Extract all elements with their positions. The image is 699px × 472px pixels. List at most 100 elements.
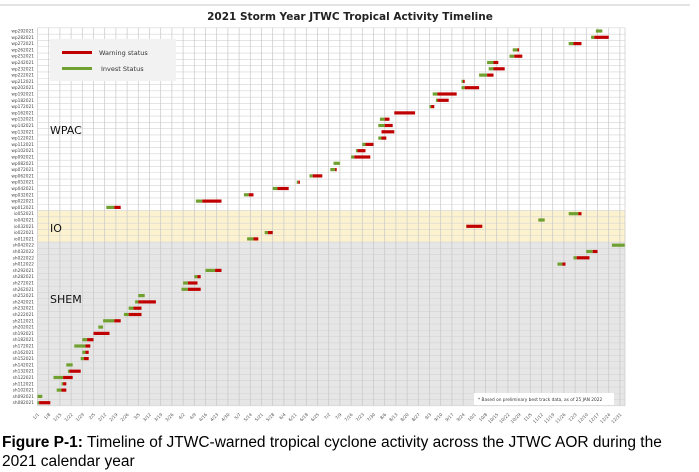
warning-bar-io052021 — [578, 212, 582, 216]
storm-id-label: sh292021 — [13, 268, 35, 274]
warning-bar-wp192021 — [437, 92, 457, 96]
storm-id-label: io032021 — [14, 224, 34, 230]
storm-id-label: sh102021 — [13, 388, 35, 394]
invest-bar-sh252021 — [138, 294, 145, 298]
warning-bar-wp112021 — [365, 142, 374, 146]
x-tick-label: 3/5 — [133, 412, 142, 421]
invest-bar-wp202021 — [461, 86, 465, 90]
storm-id-label: sh172021 — [13, 344, 35, 350]
x-tick-label: 5/14 — [243, 412, 254, 423]
warning-bar-wp072021 — [335, 168, 337, 172]
invest-bar-wp082021 — [333, 161, 340, 165]
legend: Warning status Invest Status — [50, 39, 176, 81]
storm-id-label: wp042021 — [11, 186, 34, 192]
invest-bar-sh292021 — [205, 268, 216, 272]
x-tick-label: 2/12 — [97, 412, 108, 423]
storm-id-label: wp122021 — [11, 136, 34, 142]
x-tick-label: 11/12 — [532, 412, 545, 425]
invest-bar-sh282021 — [194, 275, 198, 279]
warning-bar-sh212021 — [114, 319, 121, 323]
legend-warning-swatch — [62, 51, 92, 54]
warning-bar-sh222021 — [128, 312, 142, 317]
invest-bar-sh222021 — [123, 312, 129, 317]
storm-id-label: wp242021 — [11, 60, 34, 66]
figure-caption: Figure P-1: Timeline of JTWC-warned trop… — [2, 433, 699, 471]
warning-bar-wp252021 — [514, 54, 523, 58]
invest-bar-wp232021 — [488, 67, 494, 71]
x-tick-label: 12/24 — [599, 412, 612, 425]
invest-bar-wp252021 — [509, 54, 515, 58]
warning-bar-wp212021 — [463, 79, 465, 83]
warning-bar-io032021 — [466, 224, 483, 228]
storm-id-label: wp182021 — [11, 98, 34, 104]
x-tick-label: 3/19 — [153, 412, 164, 423]
legend-warning-label: Warning status — [99, 49, 148, 57]
grid-lines — [37, 27, 626, 407]
warning-bar-io012021 — [253, 237, 259, 241]
warning-bar-wp102021 — [357, 149, 366, 153]
storm-id-label: wp082021 — [11, 161, 34, 167]
x-tick-label: 11/5 — [523, 412, 534, 423]
x-tick-label: 6/25 — [310, 412, 321, 423]
invest-bar-sh082021 — [37, 401, 40, 405]
x-tick-label: 2/5 — [88, 412, 97, 421]
warning-bar-sh112021 — [63, 382, 67, 386]
invest-bar-io052021 — [568, 212, 579, 216]
warning-bar-io022021 — [267, 231, 273, 235]
x-tick-label: 7/16 — [343, 412, 354, 423]
invest-bar-wp112021 — [362, 142, 366, 146]
storm-id-label: sh252021 — [13, 293, 35, 299]
x-tick-label: 8/13 — [388, 412, 399, 423]
invest-bar-wp062021 — [309, 174, 313, 178]
invest-bar-wp072021 — [330, 168, 336, 172]
x-tick-label: 12/3 — [567, 412, 578, 423]
storm-id-label: wp282021 — [11, 35, 34, 41]
storm-id-label: wp252021 — [11, 54, 34, 60]
warning-bar-wp242021 — [493, 60, 499, 65]
invest-bar-wp032021 — [243, 193, 249, 197]
invest-bar-sh092021 — [37, 394, 43, 398]
x-tick-label: 4/16 — [198, 412, 209, 423]
legend-invest-label: Invest Status — [101, 65, 144, 73]
invest-bar-sh142021 — [66, 363, 73, 367]
warning-bar-wp152021 — [384, 117, 390, 121]
data-note: * Based on preliminary best track data, … — [478, 397, 602, 403]
x-tick-label: 6/18 — [299, 412, 310, 423]
invest-bar-sh032022 — [586, 249, 593, 254]
x-tick-label: 8/27 — [411, 412, 422, 423]
storm-id-label: wp202021 — [11, 85, 34, 91]
x-tick-label: 12/10 — [577, 412, 590, 425]
warning-bar-sh162021 — [85, 350, 89, 354]
warning-bar-sh272021 — [187, 281, 198, 285]
x-tick-label: 2/26 — [119, 412, 130, 423]
storm-id-label: sh122021 — [13, 375, 35, 381]
invest-bar-wp282021 — [591, 35, 595, 39]
x-tick-label: 1/8 — [43, 412, 52, 421]
storm-id-label: wp142021 — [11, 123, 34, 129]
storm-id-label: io052021 — [14, 211, 34, 217]
legend-invest-swatch — [62, 67, 92, 70]
storm-id-label: sh012022 — [13, 262, 35, 268]
invest-bar-wp212021 — [461, 79, 464, 83]
x-tick-label: 3/26 — [164, 412, 175, 423]
storm-id-label: io012021 — [14, 236, 34, 242]
x-tick-label: 9/24 — [455, 412, 466, 423]
x-tick-label: 11/19 — [543, 412, 556, 425]
warning-bar-sh152021 — [83, 357, 89, 361]
warning-bar-wp202021 — [464, 86, 480, 90]
warning-bar-wp042021 — [277, 186, 289, 191]
warning-bar-wp122021 — [381, 136, 387, 140]
x-tick-label: 9/10 — [433, 412, 444, 423]
invest-bar-wp012021 — [106, 205, 115, 209]
storm-id-label: wp062021 — [11, 173, 34, 179]
invest-bar-wp122021 — [378, 136, 382, 140]
figure-label: Figure P-1: — [2, 434, 83, 451]
warning-bar-sh172021 — [85, 344, 91, 348]
storm-id-label: wp022021 — [11, 199, 34, 205]
x-tick-label: 1/22 — [63, 412, 74, 423]
invest-bar-sh272021 — [183, 281, 188, 285]
invest-bar-wp292021 — [595, 29, 603, 33]
storm-id-label: sh042022 — [13, 243, 35, 249]
storm-id-label: sh262021 — [13, 287, 35, 293]
x-tick-label: 11/26 — [554, 412, 567, 425]
